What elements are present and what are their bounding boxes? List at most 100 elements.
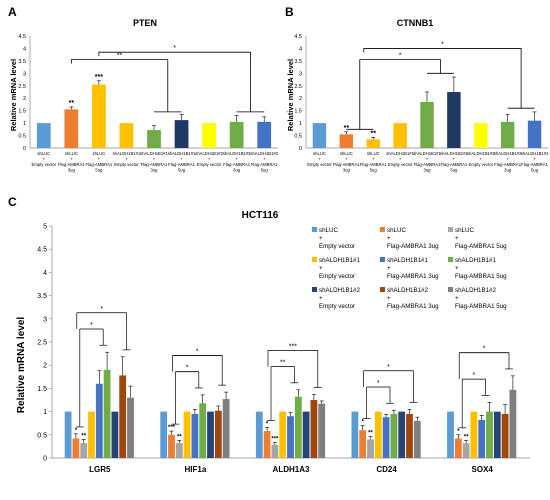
x-tick-label: 3ug	[68, 168, 76, 173]
bar	[80, 443, 88, 458]
y-tick-label: 2.5	[37, 340, 47, 347]
x-tick-label: shLUC	[92, 151, 105, 156]
x-tick-label: Empty vector	[307, 162, 332, 167]
x-tick-label: Flag-AMBRA1	[494, 162, 521, 167]
x-tick-label: shALDH1B1#2	[223, 151, 251, 156]
bar	[413, 420, 421, 458]
significance-star: **	[69, 100, 75, 107]
x-tick-label: shALDH1B1#1	[413, 151, 441, 156]
significance-star: ***	[271, 437, 279, 443]
legend-label: Empty vector	[319, 243, 355, 250]
x-tick-label: shLUC	[367, 151, 380, 156]
y-tick-label: 2	[43, 363, 47, 370]
bar	[374, 411, 382, 458]
significance-bracket	[98, 51, 251, 57]
legend-swatch	[380, 287, 385, 292]
legend-label: Empty vector	[319, 303, 355, 310]
x-tick-label: +	[453, 157, 456, 162]
y-axis-label: Relative mRNA level	[16, 317, 27, 414]
chart-hct116: HCT116 Relative mRNA level 0 0.5 1 1.5 2 2.5 3…	[16, 210, 530, 474]
significance-bracket	[363, 48, 522, 53]
significance-label: *	[196, 348, 199, 355]
bar	[103, 369, 111, 458]
x-tick-label: Flag-AMBRA1	[414, 162, 441, 167]
y-tick-label: 4	[23, 46, 26, 52]
significance-label: *	[473, 372, 476, 379]
bar	[509, 389, 517, 458]
significance-star: **	[344, 125, 350, 132]
x-tick-label: +	[426, 157, 429, 162]
bar	[175, 443, 183, 458]
y-tick-label: 1.5	[18, 109, 26, 115]
significance-star: ***	[168, 425, 176, 431]
x-tick-label: shLUC	[37, 151, 50, 156]
legend-swatch	[312, 257, 317, 262]
x-tick-label: shALDH1B1#2	[250, 151, 278, 156]
y-tick-label: 2	[23, 96, 26, 102]
legend-swatch	[448, 257, 453, 262]
x-tick-label: Empty vector	[197, 162, 222, 167]
y-tick-label: 4	[43, 270, 47, 277]
bar	[500, 121, 515, 148]
x-tick-label: Flag-AMBRA1	[168, 162, 195, 167]
bar	[406, 413, 413, 458]
bar	[174, 120, 189, 148]
legend-label: shALDH1B1#2	[455, 287, 496, 294]
panel-label-a: A	[8, 5, 17, 19]
bar	[447, 411, 454, 458]
x-tick-label: +	[153, 157, 156, 162]
x-tick-label: shALDH1B1#1	[168, 151, 196, 156]
x-tick-label: SOX4	[472, 465, 494, 474]
significance-star: *	[75, 428, 78, 434]
x-tick-label: +	[372, 157, 375, 162]
significance-label: *	[90, 322, 93, 329]
bar	[398, 411, 406, 458]
x-tick-label: HIF1a	[185, 465, 207, 474]
significance-star: ***	[95, 74, 103, 81]
x-tick-label: +	[533, 157, 536, 162]
x-tick-label: +	[98, 157, 101, 162]
y-tick-label: 2	[299, 96, 302, 102]
significance-star: **	[370, 130, 376, 137]
chart-pten: PTEN Relative mRNA level 0 0.5 1 1.5 2 2.5 3 3.…	[9, 18, 279, 173]
legend-label: Flag-AMBRA1 3ug	[387, 303, 439, 310]
x-tick-label: +	[480, 157, 483, 162]
x-tick-label: shALDH1B1#1	[386, 151, 414, 156]
bar	[191, 413, 199, 458]
bar	[527, 120, 542, 148]
y-tick-label: 1	[23, 121, 26, 127]
bar	[447, 92, 461, 148]
x-tick-label: +	[180, 157, 183, 162]
y-tick-label: 3	[299, 71, 302, 77]
x-tick-label: Flag-AMBRA1	[441, 162, 468, 167]
bar	[127, 397, 134, 458]
panel-label-c: C	[8, 195, 17, 209]
significance-label: *	[186, 365, 189, 372]
x-tick-label: ALDH1A3	[273, 465, 310, 474]
y-tick-label: 0.5	[18, 134, 26, 140]
y-tick-label: 3.5	[37, 293, 47, 300]
bar	[470, 411, 478, 458]
bar	[420, 101, 434, 148]
y-tick-label: 4.5	[18, 34, 26, 40]
x-tick-label: Empty vector	[388, 162, 413, 167]
significance-star: *	[362, 420, 365, 426]
legend-label: +	[387, 265, 391, 272]
x-tick-label: +	[43, 157, 46, 162]
y-tick-label: 0	[43, 456, 47, 463]
bar	[474, 123, 488, 148]
legend-label: +	[455, 295, 459, 302]
x-tick-label: 3ug	[424, 168, 432, 173]
bar	[207, 411, 214, 458]
legend-label: shALDH1B1#1	[319, 257, 360, 264]
chart-ctnnb1: CTNNB1 Relative mRNA level 0 0.5 1 1.5 2 2.5 3…	[286, 18, 549, 173]
significance-label: ***	[289, 343, 297, 350]
x-tick-label: +	[125, 157, 128, 162]
x-tick-label: shALDH1B1#2	[195, 151, 223, 156]
bar	[287, 416, 294, 458]
legend-label: shALDH1B1#2	[387, 287, 428, 294]
significance-bracket	[70, 59, 169, 64]
legend-swatch	[312, 227, 317, 232]
